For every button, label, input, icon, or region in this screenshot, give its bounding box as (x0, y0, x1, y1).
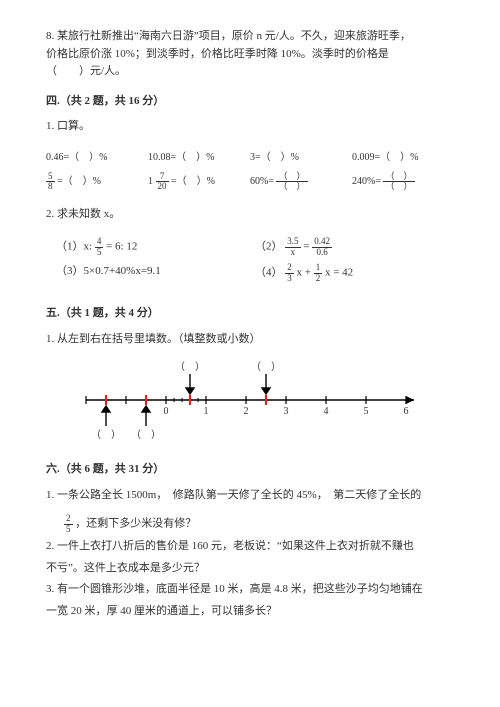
den: 2 (314, 274, 323, 283)
s4-q1-row1: 0.46=（ ）% 10.08=（ ）% 3=（ ）% 0.009=（ ）% (46, 150, 454, 166)
frac-3.5-x: 3.5 x (285, 237, 300, 257)
lbl: （2） (255, 241, 283, 253)
svg-text:（ ）: （ ） (131, 429, 161, 441)
svg-text:6: 6 (404, 406, 409, 417)
tail: x = 42 (322, 267, 353, 279)
s4-q1-r1c1: 0.46=（ ）% (46, 150, 148, 166)
den: 8 (46, 182, 55, 191)
s5-q1: 1. 从左到右在括号里填数。（填整数或小数） (46, 331, 454, 349)
s6-q2-b: 不亏”。这件上衣成本是多少元？ (46, 560, 454, 578)
number-line-svg: 0 1 2 3 4 5 6 （ ） （ ） （ ） （ ） (82, 358, 422, 442)
s4-q1-r2c4: 240%= （ ） （ ） (352, 172, 454, 192)
question-8: 8. 某旅行社新推出“海南六日游”项目，原价 n 元/人。不久，迎来旅游旺季， … (46, 28, 454, 81)
eq2: （2） 3.5 x = 0.42 0.6 (255, 237, 454, 257)
s6-q1-b: 2 5 ，还剩下多少米没有修？ (64, 514, 454, 534)
svg-text:（ ）: （ ） (175, 361, 205, 373)
lbl: （4） (255, 267, 283, 279)
frac-2-3: 2 3 (285, 263, 294, 283)
s4-q1-row2: 5 8 =（ ）% 1 7 20 =（ ）% 60%= （ ） （ ） 240%… (46, 172, 454, 192)
svg-text:（ ）: （ ） (91, 429, 121, 441)
frac-2-5: 2 5 (64, 514, 73, 534)
den: 5 (64, 525, 73, 534)
section-4-title: 四.（共 2 题，共 16 分） (46, 93, 454, 111)
lead: 240%= (352, 176, 383, 187)
s6-q3-b: 一宽 20 米，厚 40 厘米的通道上，可以铺多长？ (46, 603, 454, 621)
eq: = (301, 241, 313, 253)
svg-text:3: 3 (284, 406, 289, 417)
tail: =（ ）% (55, 176, 101, 187)
s4-q1-label: 1. 口算。 (46, 118, 454, 136)
svg-text:4: 4 (324, 406, 329, 417)
svg-text:2: 2 (244, 406, 249, 417)
s4-q1-r2c1: 5 8 =（ ）% (46, 172, 148, 192)
tail: = 6: 12 (103, 241, 137, 253)
lbl: （1）x: (56, 241, 95, 253)
s4-q1-r1c3: 3=（ ）% (250, 150, 352, 166)
lead: 60%= (250, 176, 276, 187)
s6-q3-a: 3. 有一个圆锥形沙堆，底面半径是 10 米，高是 4.8 米，把这些沙子均匀地… (46, 581, 454, 599)
frac-1-2: 1 2 (314, 263, 323, 283)
frac-paren: （ ） （ ） (276, 172, 307, 192)
tail: =（ ）% (169, 176, 215, 187)
section-5-title: 五.（共 1 题，共 4 分） (46, 305, 454, 323)
number-line: 0 1 2 3 4 5 6 （ ） （ ） （ ） （ ） (82, 358, 454, 449)
frac-5-8: 5 8 (46, 172, 55, 192)
svg-text:（ ）: （ ） (251, 361, 281, 373)
svg-text:5: 5 (364, 406, 369, 417)
eq1: （1）x: 4 5 = 6: 12 (56, 237, 255, 257)
s4-q1-r1c4: 0.009=（ ）% (352, 150, 454, 166)
s4-q2-row2: （3）5×0.7+40%x=9.1 （4） 2 3 x + 1 2 x = 42 (56, 263, 454, 283)
q8-line1: 8. 某旅行社新推出“海南六日游”项目，原价 n 元/人。不久，迎来旅游旺季， (46, 28, 454, 46)
eq4: （4） 2 3 x + 1 2 x = 42 (255, 263, 454, 283)
frac-7-20: 7 20 (156, 172, 169, 192)
den: x (285, 248, 300, 257)
den: （ ） (276, 182, 307, 191)
tail: ，还剩下多少米没有修？ (75, 518, 196, 530)
s4-q1-r2c3: 60%= （ ） （ ） (250, 172, 352, 192)
s4-q2-label: 2. 求未知数 x。 (46, 206, 454, 224)
svg-text:0: 0 (164, 406, 169, 417)
den: 3 (285, 274, 294, 283)
s6-q2-a: 2. 一件上衣打八折后的售价是 160 元，老板说：“如果这件上衣对折就不赚也 (46, 538, 454, 556)
frac-paren: （ ） （ ） (383, 172, 414, 192)
eq3: （3）5×0.7+40%x=9.1 (56, 263, 255, 283)
den: （ ） (383, 182, 414, 191)
q8-line2: 价格比原价涨 10%；到淡季时，价格比旺季时降 10%。淡季时的价格是 (46, 46, 454, 64)
frac-0.42-0.6: 0.42 0.6 (312, 237, 332, 257)
s4-q1-r2c2: 1 7 20 =（ ）% (148, 172, 250, 192)
den: 0.6 (312, 248, 332, 257)
s6-q1-a: 1. 一条公路全长 1500m， 修路队第一天修了全长的 45%， 第二天修了全… (46, 487, 454, 505)
mid: x + (294, 267, 314, 279)
whole: 1 (148, 176, 153, 187)
q8-line3: （ ）元/人。 (46, 63, 454, 81)
den: 20 (156, 182, 169, 191)
section-6-title: 六.（共 6 题，共 31 分） (46, 461, 454, 479)
s4-q1-r1c2: 10.08=（ ）% (148, 150, 250, 166)
svg-text:1: 1 (204, 406, 209, 417)
s4-q2-row1: （1）x: 4 5 = 6: 12 （2） 3.5 x = 0.42 0.6 (56, 237, 454, 257)
